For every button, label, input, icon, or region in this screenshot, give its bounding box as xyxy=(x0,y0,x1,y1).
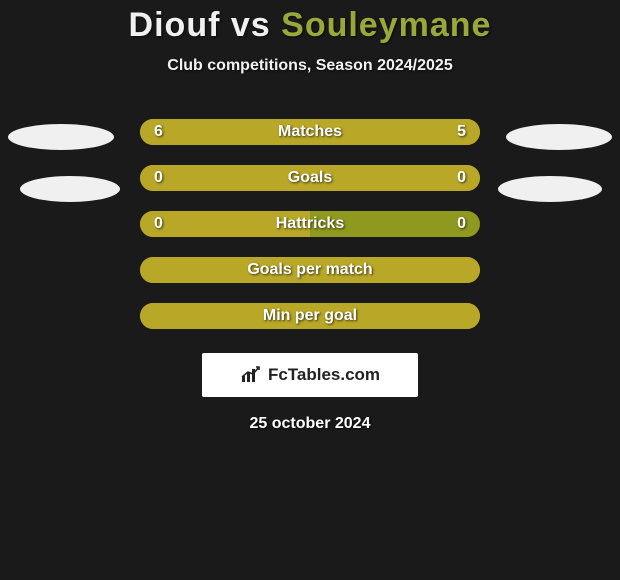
stat-value-right: 0 xyxy=(457,211,466,237)
stats-rows: Matches65Goals00Hattricks00Goals per mat… xyxy=(0,109,620,339)
vs-text: vs xyxy=(231,6,271,44)
stat-label: Hattricks xyxy=(140,211,480,237)
stat-row: Hattricks0 0 xyxy=(0,201,620,247)
stat-row: Goals per match xyxy=(0,247,620,293)
stat-bar: Matches6 5 xyxy=(140,119,480,145)
stat-label: Goals per match xyxy=(140,257,480,283)
comparison-card: Diouf vs Souleymane Club competitions, S… xyxy=(0,0,620,580)
stat-bar: Min per goal xyxy=(140,303,480,329)
stat-value-left: 6 xyxy=(154,119,163,145)
player-right-name: Souleymane xyxy=(281,6,491,44)
site-logo-text: FcTables.com xyxy=(268,365,380,385)
stat-row: Matches6 5 xyxy=(0,109,620,155)
stat-value-left: 0 xyxy=(154,211,163,237)
stat-bar: Hattricks0 0 xyxy=(140,211,480,237)
stat-value-right: 5 xyxy=(457,119,466,145)
subtitle: Club competitions, Season 2024/2025 xyxy=(0,57,620,75)
stat-value-right: 0 xyxy=(457,165,466,191)
stat-bar: Goals per match xyxy=(140,257,480,283)
stat-label: Matches xyxy=(140,119,480,145)
snapshot-date: 25 october 2024 xyxy=(0,415,620,433)
site-logo: FcTables.com xyxy=(202,353,418,397)
stat-row: Goals0 0 xyxy=(0,155,620,201)
stat-label: Min per goal xyxy=(140,303,480,329)
page-title: Diouf vs Souleymane xyxy=(0,0,620,45)
stat-value-left: 0 xyxy=(154,165,163,191)
chart-icon xyxy=(240,366,262,384)
player-left-name: Diouf xyxy=(129,6,221,44)
stat-bar: Goals0 0 xyxy=(140,165,480,191)
stat-label: Goals xyxy=(140,165,480,191)
stat-row: Min per goal xyxy=(0,293,620,339)
